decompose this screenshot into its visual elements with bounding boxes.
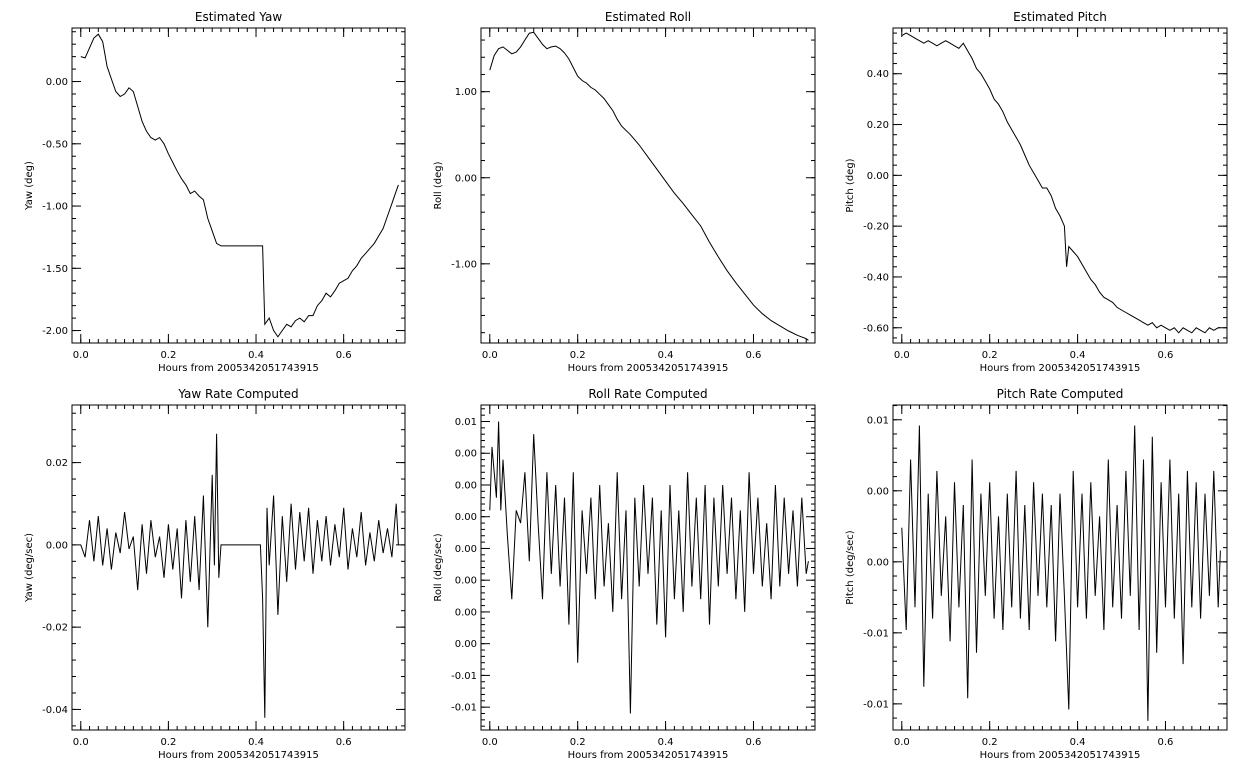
chart-yaw-rate-y-tick-label: -0.02 (42, 623, 68, 634)
chart-yaw-rate-x-tick-label: 0.6 (336, 737, 352, 748)
chart-roll-y-axis-label: Roll (deg) (433, 161, 444, 209)
chart-pitch-x-tick-label: 0.4 (1070, 350, 1086, 361)
chart-roll-rate-y-tick-label: 0.00 (455, 449, 477, 460)
chart-pitch-rate-y-tick-label: 0.01 (867, 415, 889, 426)
chart-yaw-y-axis-label: Yaw (deg) (24, 161, 35, 211)
chart-roll-rate-x-tick-label: 0.6 (746, 737, 762, 748)
chart-roll-x-axis-label: Hours from 2005342051743915 (568, 363, 729, 374)
chart-pitch-rate: Pitch Rate Computed 0.0 0.2 0.4 0.6 -0.01 -0.0… (845, 387, 1228, 761)
chart-yaw-x-tick-label: 0.6 (336, 350, 352, 361)
chart-yaw-rate-y-tick-label: 0.02 (46, 458, 68, 469)
chart-pitch-rate-y-tick-label: 0.00 (867, 486, 889, 497)
chart-pitch-x-axis-label: Hours from 2005342051743915 (980, 363, 1141, 374)
chart-yaw-y-tick-label: 0.00 (46, 77, 68, 88)
chart-pitch-y-tick-label: -0.60 (863, 323, 889, 334)
chart-roll-rate-y-tick-label: -0.01 (451, 703, 477, 714)
chart-pitch-rate-x-tick-label: 0.0 (894, 737, 910, 748)
chart-pitch-y-tick-label: -0.40 (863, 272, 889, 283)
chart-pitch-x-tick-label: 0.6 (1158, 350, 1174, 361)
chart-pitch-rate-y-tick-label: -0.01 (863, 628, 889, 639)
chart-pitch-y-tick-label: -0.20 (863, 222, 889, 233)
chart-roll-rate-x-tick-label: 0.2 (570, 737, 586, 748)
chart-roll-x-tick-label: 0.2 (570, 350, 586, 361)
chart-roll-rate-series-line (489, 421, 809, 714)
chart-roll-rate-title: Roll Rate Computed (588, 387, 707, 401)
chart-pitch-rate-y-axis-label: Pitch (deg/sec) (845, 530, 856, 605)
chart-yaw-x-axis-label: Hours from 2005342051743915 (158, 363, 319, 374)
chart-roll-rate-y-tick-label: 0.00 (455, 480, 477, 491)
chart-yaw-rate-x-tick-label: 0.0 (73, 737, 89, 748)
chart-yaw-title: Estimated Yaw (195, 10, 282, 24)
chart-pitch-rate-x-tick-label: 0.4 (1070, 737, 1086, 748)
chart-yaw-y-tick-label: -1.00 (42, 202, 68, 213)
chart-pitch-y-tick-label: 0.00 (867, 171, 889, 182)
chart-roll-rate-y-tick-label: 0.00 (455, 512, 477, 523)
chart-pitch-x-tick-label: 0.2 (982, 350, 998, 361)
chart-yaw-x-tick-label: 0.2 (160, 350, 176, 361)
chart-roll-rate-y-tick-label: -0.01 (451, 671, 477, 682)
chart-pitch-rate-y-tick-label: 0.00 (867, 557, 889, 568)
chart-roll-rate-x-tick-label: 0.4 (658, 737, 674, 748)
chart-roll-y-tick-label: 1.00 (455, 87, 477, 98)
chart-pitch-rate-series-line (901, 425, 1221, 721)
chart-pitch-rate-y-tick-label: -0.01 (863, 699, 889, 710)
chart-roll-x-tick-label: 0.4 (658, 350, 674, 361)
chart-roll-rate-y-tick-label: 0.00 (455, 639, 477, 650)
chart-yaw-rate-series-line (80, 433, 399, 718)
chart-yaw: Estimated Yaw 0.0 0.2 0.4 0.6 -2.00 -1.50 -1.00… (24, 10, 406, 374)
chart-yaw-rate: Yaw Rate Computed 0.0 0.2 0.4 0.6 -0.04 -0.02 0… (24, 387, 406, 761)
chart-yaw-rate-x-axis-label: Hours from 2005342051743915 (158, 750, 319, 761)
chart-roll: Estimated Roll 0.0 0.2 0.4 0.6 -1.00 0.00 1.00 H… (433, 10, 816, 374)
chart-roll-series-line (489, 31, 809, 341)
chart-roll-x-tick-label: 0.6 (746, 350, 762, 361)
chart-yaw-x-tick-label: 0.0 (73, 350, 89, 361)
chart-pitch-rate-x-axis-label: Hours from 2005342051743915 (980, 750, 1141, 761)
chart-yaw-rate-frame (71, 404, 406, 731)
chart-pitch-y-tick-label: 0.40 (867, 69, 889, 80)
chart-roll-rate: Roll Rate Computed 0.0 0.2 0.4 0.6 -0.01 -0.01… (433, 387, 816, 761)
chart-pitch-y-axis-label: Pitch (deg) (845, 158, 856, 212)
chart-yaw-y-tick-label: -1.50 (42, 264, 68, 275)
chart-roll-y-tick-label: 0.00 (455, 173, 477, 184)
chart-roll-rate-x-tick-label: 0.0 (482, 737, 498, 748)
chart-pitch-title: Estimated Pitch (1013, 10, 1107, 24)
chart-roll-y-tick-label: -1.00 (451, 259, 477, 270)
chart-roll-rate-y-tick-label: 0.00 (455, 607, 477, 618)
chart-pitch-series-line (901, 32, 1221, 334)
chart-roll-frame (480, 27, 816, 344)
chart-pitch-rate-title: Pitch Rate Computed (997, 387, 1124, 401)
chart-roll-title: Estimated Roll (605, 10, 691, 24)
chart-pitch-rate-x-tick-label: 0.2 (982, 737, 998, 748)
chart-yaw-rate-y-tick-label: 0.00 (46, 540, 68, 551)
chart-yaw-frame (71, 27, 406, 344)
chart-pitch-x-tick-label: 0.0 (894, 350, 910, 361)
chart-roll-x-tick-label: 0.0 (482, 350, 498, 361)
chart-pitch: Estimated Pitch 0.0 0.2 0.4 0.6 -0.60 -0.40 -0.… (845, 10, 1228, 374)
chart-yaw-y-tick-label: -0.50 (42, 139, 68, 150)
chart-yaw-rate-title: Yaw Rate Computed (177, 387, 298, 401)
chart-roll-rate-y-tick-label: 0.00 (455, 544, 477, 555)
chart-roll-rate-y-tick-label: 0.01 (455, 417, 477, 428)
chart-yaw-y-tick-label: -2.00 (42, 326, 68, 337)
chart-pitch-y-tick-label: 0.20 (867, 120, 889, 131)
chart-yaw-x-tick-label: 0.4 (248, 350, 264, 361)
chart-yaw-rate-y-axis-label: Yaw (deg/sec) (24, 533, 35, 603)
chart-yaw-series-line (80, 33, 399, 338)
chart-pitch-frame (892, 27, 1228, 344)
chart-yaw-rate-y-tick-label: -0.04 (42, 705, 68, 716)
chart-roll-rate-y-tick-label: 0.00 (455, 576, 477, 587)
chart-pitch-rate-x-tick-label: 0.6 (1158, 737, 1174, 748)
chart-roll-rate-x-axis-label: Hours from 2005342051743915 (568, 750, 729, 761)
chart-yaw-rate-x-tick-label: 0.4 (248, 737, 264, 748)
chart-roll-rate-y-axis-label: Roll (deg/sec) (433, 533, 444, 601)
chart-yaw-rate-x-tick-label: 0.2 (160, 737, 176, 748)
